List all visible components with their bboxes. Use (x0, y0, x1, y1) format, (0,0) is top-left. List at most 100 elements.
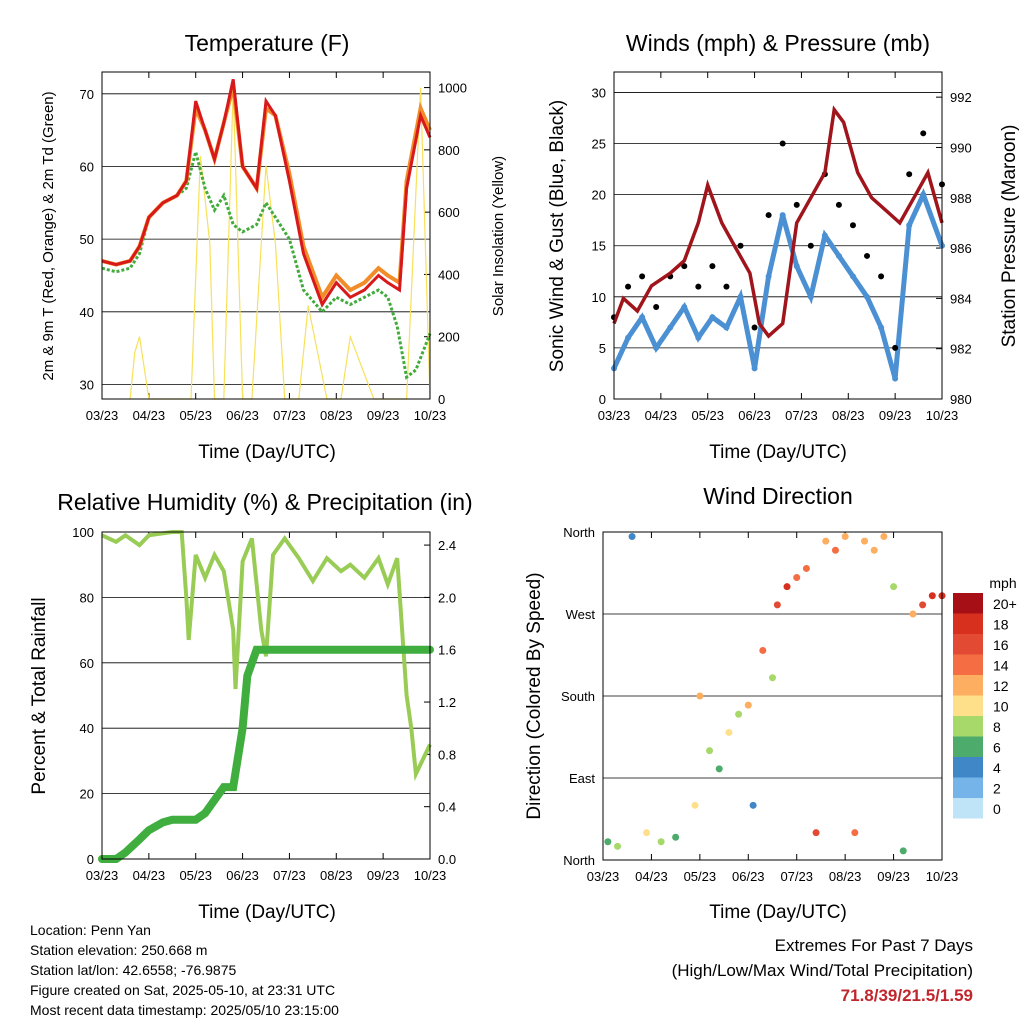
humidity-ytick-label: 60 (80, 656, 94, 671)
direction-frame (602, 531, 943, 861)
wind-direction-point (890, 583, 898, 591)
legend-swatch (953, 675, 983, 696)
speed-legend: mph 20+ 18 16 14 12 10 8 6 4 2 0 (953, 575, 1017, 819)
wind-direction-point (691, 801, 699, 809)
humidity-ytick-label: 0 (87, 852, 94, 867)
wind-gust-point (737, 242, 744, 249)
direction-xtick-label: 05/23 (684, 869, 717, 884)
wind-speed-point (779, 212, 786, 219)
humidity-xtick-label: 10/23 (414, 868, 447, 883)
humidity-xlabel: Time (Day/UTC) (198, 902, 336, 923)
wind-gust-point (765, 212, 772, 219)
temperature-ytick-label: 40 (80, 305, 94, 320)
temperature-ytick-label: 50 (80, 232, 94, 247)
direction-ytick-label: North (563, 853, 595, 868)
wind-gust-point (892, 344, 899, 351)
winds-xlabel: Time (Day/UTC) (709, 442, 847, 463)
temperature-ytick-label: 30 (80, 377, 94, 392)
temperature-right-tick-label: 400 (438, 267, 460, 282)
temperature-2m-line (101, 78, 432, 308)
wind-speed-point (835, 252, 842, 259)
wind-direction-point (841, 533, 849, 541)
temperature-right-tick-label: 800 (438, 143, 460, 158)
wind-direction-point (812, 829, 820, 837)
direction-xtick-label: 09/23 (877, 869, 910, 884)
temperature-xtick-label: 07/23 (273, 408, 306, 423)
wind-direction-point (706, 747, 714, 755)
humidity-right-tick-label: 0.8 (438, 747, 456, 762)
legend-title: mph (989, 575, 1016, 591)
wind-direction-point (614, 842, 622, 850)
humidity-ytick-label: 40 (80, 721, 94, 736)
temperature-ytick-label: 70 (80, 87, 94, 102)
legend-swatch (953, 757, 983, 778)
wind-gust-point (639, 273, 646, 280)
wind-gust-point (751, 324, 758, 331)
direction-xtick-label: 10/23 (926, 869, 959, 884)
wind-gust-point (625, 283, 632, 290)
winds-xtick-label: 07/23 (785, 408, 818, 423)
direction-title: Wind Direction (703, 483, 853, 509)
wind-direction-point (769, 674, 776, 682)
direction-xtick-label: 06/23 (732, 869, 765, 884)
winds-xtick-label: 10/23 (926, 408, 959, 423)
winds-ylabel-right: Station Pressure (Maroon) (999, 125, 1020, 348)
wind-direction-point (870, 546, 878, 554)
legend-label: 20+ (993, 596, 1017, 612)
wind-direction-point (851, 829, 859, 837)
wind-direction-point (735, 710, 743, 718)
wind-direction-point (759, 646, 767, 654)
legend-label: 18 (993, 617, 1009, 633)
temperature-right-tick-label: 600 (438, 205, 460, 220)
wind-speed-point (667, 324, 674, 331)
wind-speed-point (849, 273, 856, 280)
direction-xtick-label: 07/23 (780, 869, 813, 884)
winds-right-tick-label: 990 (950, 140, 972, 155)
wind-speed-point (920, 191, 927, 198)
wind-speed-point (765, 273, 772, 280)
legend-label: 2 (993, 781, 1001, 797)
wind-gust-point (779, 140, 786, 147)
winds-ytick-label: 30 (592, 85, 606, 100)
temperature-ytick-label: 60 (80, 159, 94, 174)
winds-right-tick-label: 980 (950, 392, 972, 407)
wind-direction-point (657, 838, 665, 846)
wind-gust-point (920, 130, 927, 137)
extremes-box: Extremes For Past 7 Days (High/Low/Max W… (672, 933, 973, 1008)
wind-gust-point (807, 242, 814, 249)
wind-direction-point (672, 833, 680, 841)
humidity-xtick-label: 05/23 (179, 868, 212, 883)
humidity-xtick-label: 04/23 (133, 868, 166, 883)
direction-panel: Wind Direction NorthEastSouthWestNorth03… (524, 483, 1017, 923)
wind-direction-point (744, 701, 752, 709)
wind-direction-point (899, 847, 907, 855)
winds-frame (613, 71, 943, 400)
wind-direction-point (802, 564, 810, 572)
legend-swatch (953, 798, 983, 819)
legend-swatch (953, 736, 983, 757)
wind-speed-point (751, 365, 758, 372)
humidity-xtick-label: 06/23 (226, 868, 259, 883)
winds-ytick-label: 25 (592, 137, 606, 152)
wind-speed-point (878, 324, 885, 331)
wind-speed-point (695, 334, 702, 341)
wind-gust-point (681, 263, 688, 270)
humidity-right-tick-label: 0.0 (438, 852, 456, 867)
wind-direction-point (696, 692, 704, 700)
temperature-xtick-label: 03/23 (86, 408, 119, 423)
winds-xtick-label: 04/23 (645, 408, 678, 423)
info-created: Figure created on Sat, 2025-05-10, at 23… (30, 982, 336, 998)
wind-gust-point (723, 283, 730, 290)
humidity-right-tick-label: 1.2 (438, 695, 456, 710)
legend-swatch (953, 716, 983, 737)
temperature-xtick-label: 08/23 (320, 408, 353, 423)
winds-right-tick-label: 984 (950, 291, 972, 306)
direction-xtick-label: 04/23 (635, 869, 668, 884)
wind-speed-line (611, 188, 945, 380)
humidity-ytick-label: 20 (80, 787, 94, 802)
direction-ytick-label: West (566, 607, 596, 622)
precipitation-line (98, 645, 434, 863)
wind-direction-point (643, 829, 651, 837)
temperature-right-tick-label: 0 (438, 392, 445, 407)
